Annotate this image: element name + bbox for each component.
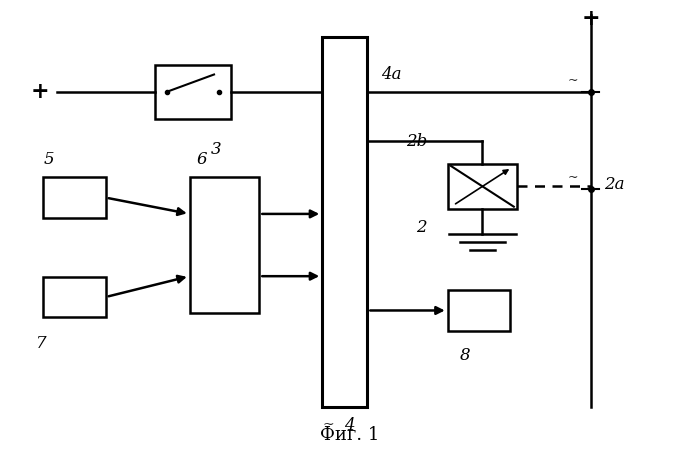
Text: 8: 8 <box>460 346 470 364</box>
Polygon shape <box>155 64 232 118</box>
Polygon shape <box>43 276 106 317</box>
Polygon shape <box>447 164 517 209</box>
Polygon shape <box>43 178 106 218</box>
Polygon shape <box>322 38 368 408</box>
Polygon shape <box>447 290 510 331</box>
Text: Фиг. 1: Фиг. 1 <box>321 426 379 444</box>
Text: ~: ~ <box>568 74 578 87</box>
Text: 6: 6 <box>197 151 207 168</box>
Text: 4: 4 <box>344 417 355 434</box>
Text: 7: 7 <box>36 336 47 352</box>
Polygon shape <box>190 178 260 313</box>
Text: 4a: 4a <box>382 66 402 83</box>
Text: 2b: 2b <box>406 133 427 150</box>
Text: +: + <box>30 81 49 103</box>
Text: 3: 3 <box>211 141 221 158</box>
Text: ~: ~ <box>568 171 578 184</box>
Text: 2: 2 <box>416 219 427 236</box>
Text: 2a: 2a <box>605 176 625 192</box>
Text: 5: 5 <box>43 151 54 168</box>
Text: ~: ~ <box>322 419 334 433</box>
Text: +: + <box>581 9 600 30</box>
